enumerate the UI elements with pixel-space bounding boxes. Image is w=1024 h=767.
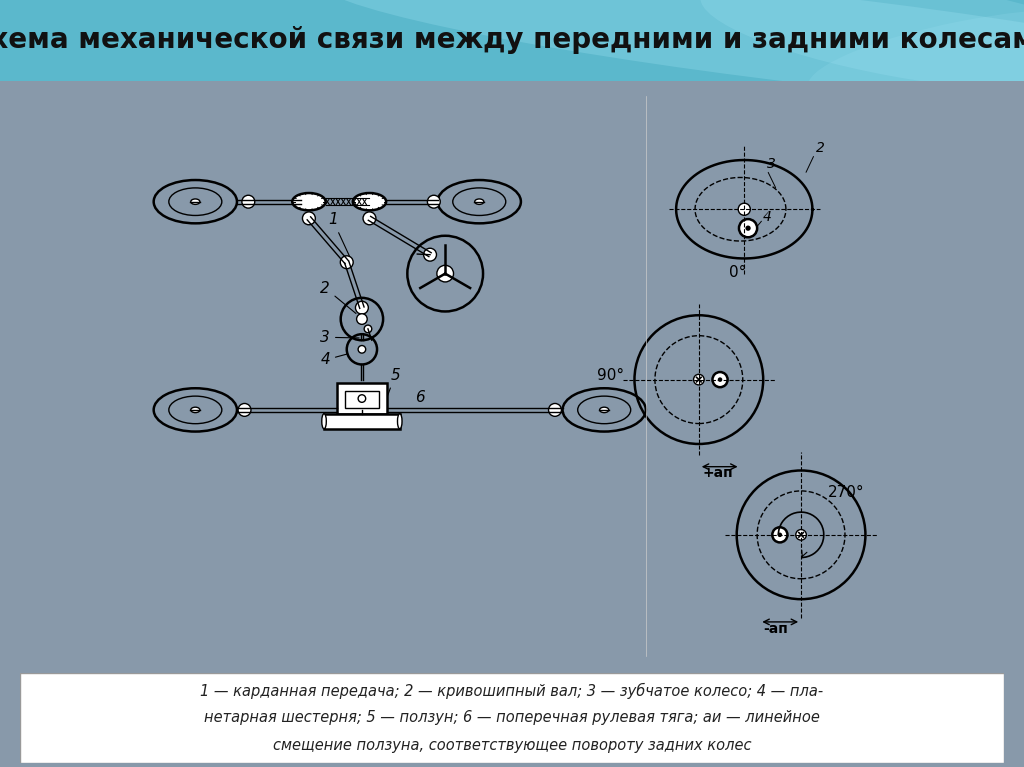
Text: 3: 3 [321, 330, 359, 344]
Ellipse shape [292, 193, 326, 210]
Ellipse shape [353, 193, 386, 210]
Circle shape [242, 196, 255, 208]
Text: 1: 1 [328, 212, 349, 256]
Text: 90°: 90° [597, 367, 624, 383]
Text: 3: 3 [767, 156, 776, 170]
Bar [324, 413, 399, 429]
Text: Схема механической связи между передними и задними колесами: Схема механической связи между передними… [0, 26, 1024, 54]
Circle shape [549, 403, 561, 416]
Circle shape [424, 249, 436, 261]
Circle shape [718, 377, 722, 382]
Text: 2: 2 [816, 141, 825, 156]
Circle shape [355, 301, 369, 314]
Text: нетарная шестерня; 5 — ползун; 6 — поперечная рулевая тяга; aи — линейное: нетарная шестерня; 5 — ползун; 6 — попер… [204, 710, 820, 726]
Text: 1 — карданная передача; 2 — кривошипный вал; 3 — зубчатое колесо; 4 — пла-: 1 — карданная передача; 2 — кривошипный … [201, 683, 823, 699]
Text: смещение ползуна, соответствующее повороту задних колес: смещение ползуна, соответствующее поворо… [272, 738, 752, 752]
Text: 6: 6 [415, 390, 425, 405]
Text: 0°: 0° [729, 265, 746, 281]
Text: 270°: 270° [827, 485, 864, 500]
Text: 5: 5 [387, 367, 400, 396]
Circle shape [365, 325, 372, 333]
Ellipse shape [700, 0, 1024, 92]
Ellipse shape [397, 413, 402, 429]
Circle shape [358, 395, 366, 403]
Ellipse shape [475, 199, 483, 205]
Ellipse shape [808, 8, 1024, 104]
Ellipse shape [316, 0, 1024, 114]
Circle shape [738, 203, 751, 216]
Circle shape [358, 346, 366, 353]
Circle shape [302, 212, 315, 225]
Text: 4: 4 [763, 209, 772, 224]
Circle shape [739, 219, 757, 237]
Circle shape [796, 529, 806, 540]
Circle shape [713, 372, 728, 387]
Ellipse shape [190, 199, 200, 205]
Circle shape [364, 212, 376, 225]
Text: -aп: -aп [763, 622, 787, 637]
Text: 2: 2 [321, 281, 356, 314]
Circle shape [340, 256, 353, 268]
Text: 4: 4 [321, 353, 348, 367]
Circle shape [777, 532, 782, 537]
Circle shape [772, 527, 787, 542]
Circle shape [437, 265, 454, 282]
Circle shape [427, 196, 440, 208]
Ellipse shape [322, 413, 327, 429]
Bar [345, 391, 379, 407]
Bar [337, 384, 386, 413]
Circle shape [745, 225, 751, 231]
Text: +aп: +aп [702, 466, 733, 479]
Ellipse shape [600, 407, 608, 413]
Circle shape [239, 403, 251, 416]
Circle shape [693, 374, 705, 385]
Circle shape [356, 314, 368, 324]
Ellipse shape [190, 407, 200, 413]
